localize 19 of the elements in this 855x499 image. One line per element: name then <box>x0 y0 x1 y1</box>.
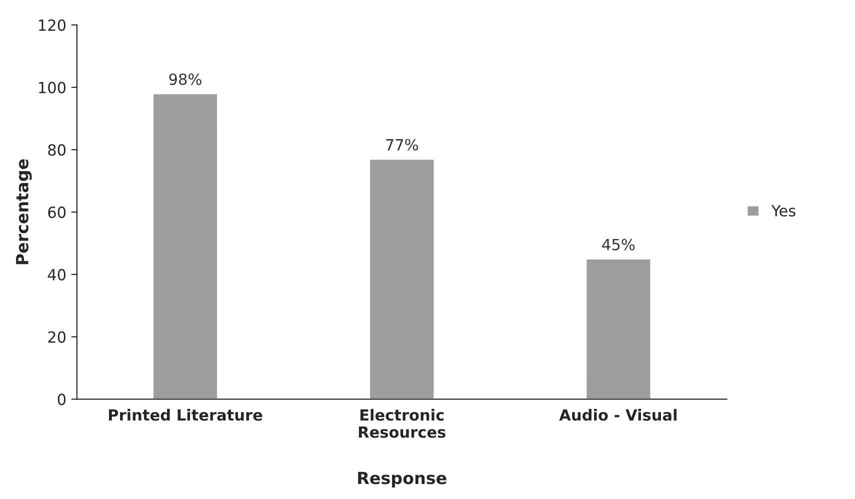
y-tick-label: 0 <box>58 394 66 406</box>
data-label: 45% <box>602 238 635 250</box>
x-tick-label: Audio - Visual <box>559 408 676 421</box>
y-tick-label: 120 <box>39 19 66 31</box>
bar <box>152 92 218 400</box>
y-tick-label: 60 <box>48 206 66 218</box>
y-tick-label: 40 <box>48 268 66 280</box>
y-tick-label: 20 <box>48 331 66 343</box>
x-axis-title: Response <box>358 472 446 488</box>
y-tick-label: 80 <box>48 144 66 156</box>
data-label: 98% <box>169 73 202 86</box>
x-tick-label: Printed Literature <box>108 408 262 421</box>
data-label: 77% <box>386 138 418 151</box>
bar <box>585 258 652 400</box>
legend-label: Yes <box>771 205 796 217</box>
y-axis-title: Percentage <box>16 159 32 264</box>
bar <box>368 158 436 400</box>
x-tick-label: Electronic Resources <box>358 408 446 438</box>
y-tick-label: 100 <box>39 82 66 94</box>
